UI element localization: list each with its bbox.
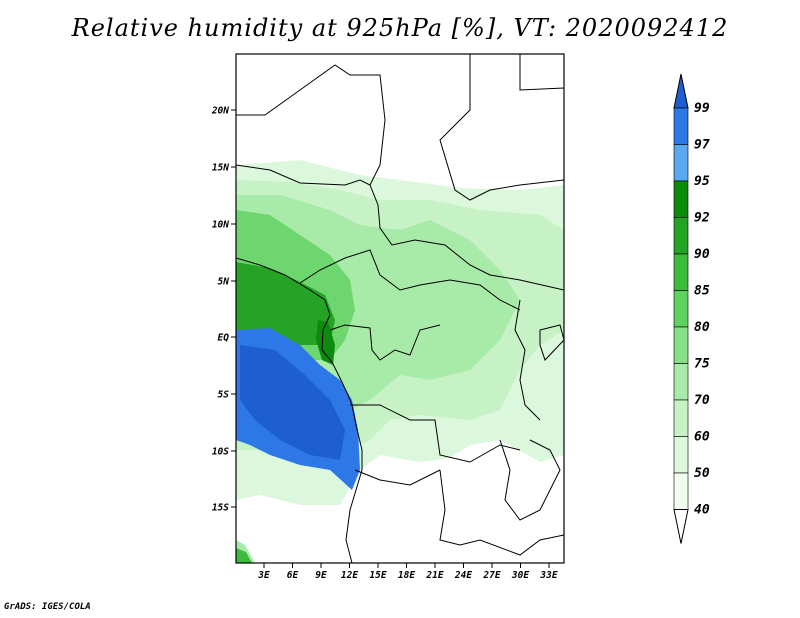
border-line [519, 54, 564, 91]
border-line [236, 64, 386, 186]
colorbar-segment [673, 253, 689, 291]
country-borders [236, 54, 564, 563]
lat-tick-label: EQ [218, 333, 230, 344]
lat-tick-label: 5N [218, 277, 230, 288]
grads-credit: GrADS: IGES/COLA [4, 602, 91, 612]
colorbar-label: 92 [694, 211, 710, 226]
map-title: Relative humidity at 925hPa [%], VT: 202… [71, 14, 729, 42]
colorbar-label: 40 [694, 503, 710, 518]
lon-tick-label: 18E [398, 570, 415, 581]
colorbar-segment [673, 326, 689, 364]
colorbar-segment [673, 144, 689, 182]
colorbar: 99 97 95 92 90 85 80 75 70 60 50 40 [673, 73, 710, 544]
colorbar-label: 75 [694, 357, 710, 372]
lat-tick-label: 10S [212, 447, 229, 458]
lat-tick-label: 15S [212, 503, 229, 514]
border-line [299, 249, 521, 311]
humidity-zone-south-dark [236, 548, 252, 563]
border-line [354, 469, 441, 486]
colorbar-segment [673, 472, 689, 510]
colorbar-label: 50 [694, 466, 710, 481]
humidity-field [236, 160, 564, 563]
lon-tick-label: 3E [257, 570, 270, 581]
latitude-axis: 20N 15N 10N 5N EQ 5S 10S 15S [211, 106, 236, 514]
longitude-axis: 3E 6E 9E 12E 15E 18E 21E 24E 27E 30E 33E [257, 563, 558, 581]
humidity-zone-92-coast [316, 320, 335, 365]
colorbar-segment [673, 217, 689, 255]
lat-tick-label: 15N [212, 163, 229, 174]
lon-tick-label: 21E [425, 570, 443, 581]
lon-tick-label: 33E [539, 570, 557, 581]
lon-tick-label: 9E [315, 570, 327, 581]
border-line [236, 164, 564, 291]
colorbar-segment [673, 290, 689, 328]
colorbar-bottom-arrow [673, 509, 689, 544]
border-line [514, 299, 541, 421]
lon-tick-label: 27E [482, 570, 500, 581]
lat-tick-label: 20N [211, 106, 229, 117]
colorbar-label: 95 [694, 174, 710, 189]
border-line [350, 404, 521, 463]
colorbar-segment [673, 399, 689, 437]
border-line [499, 439, 561, 521]
border-line [329, 324, 441, 361]
colorbar-segment [673, 107, 689, 145]
border-line [439, 54, 564, 201]
colorbar-label: 85 [694, 284, 710, 299]
lon-tick-label: 30E [511, 570, 529, 581]
colorbar-label: 60 [694, 430, 710, 445]
colorbar-segment [673, 436, 689, 474]
colorbar-segment [673, 363, 689, 401]
colorbar-top-arrow [673, 73, 689, 109]
lon-tick-label: 6E [287, 570, 299, 581]
lat-tick-label: 10N [212, 220, 229, 231]
colorbar-label: 99 [694, 101, 710, 116]
coastline [236, 257, 363, 563]
lon-tick-label: 15E [369, 570, 386, 581]
colorbar-label: 90 [694, 247, 710, 262]
map-frame [235, 53, 565, 564]
lon-tick-label: 12E [341, 570, 358, 581]
humidity-zone-90 [236, 262, 335, 345]
lat-tick-label: 5S [218, 390, 230, 401]
border-line [439, 469, 564, 556]
colorbar-label: 70 [694, 393, 710, 408]
colorbar-segment [673, 180, 689, 218]
border-line [539, 324, 564, 361]
colorbar-label: 80 [694, 320, 710, 335]
colorbar-label: 97 [694, 138, 710, 153]
lon-tick-label: 24E [454, 570, 472, 581]
humidity-zone-97 [240, 345, 345, 460]
